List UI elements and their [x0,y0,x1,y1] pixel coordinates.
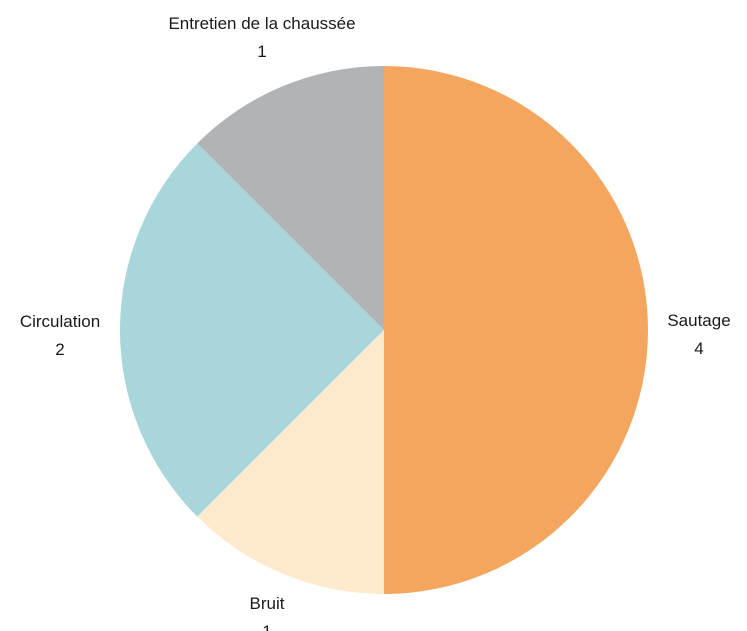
pie-slice-entretien-de-la-chauss-e [197,66,384,330]
slice-label-value: 1 [262,622,271,631]
slice-label-name: Entretien de la chaussée [168,14,355,33]
slice-label-value: 2 [55,340,64,359]
pie-slice-bruit [197,330,384,594]
slice-label-name: Bruit [250,594,285,613]
slice-label-value: 1 [257,42,266,61]
pie-slice-sautage [384,66,648,594]
slice-label-value: 4 [694,339,703,358]
pie-labels: Sautage 4 Bruit 1 Circulation 2 Entretien de l… [20,14,731,631]
pie-slices [119,66,648,594]
pie-slice-circulation [119,143,385,517]
slice-label-name: Circulation [20,312,100,331]
slice-label-name: Sautage [667,311,730,330]
